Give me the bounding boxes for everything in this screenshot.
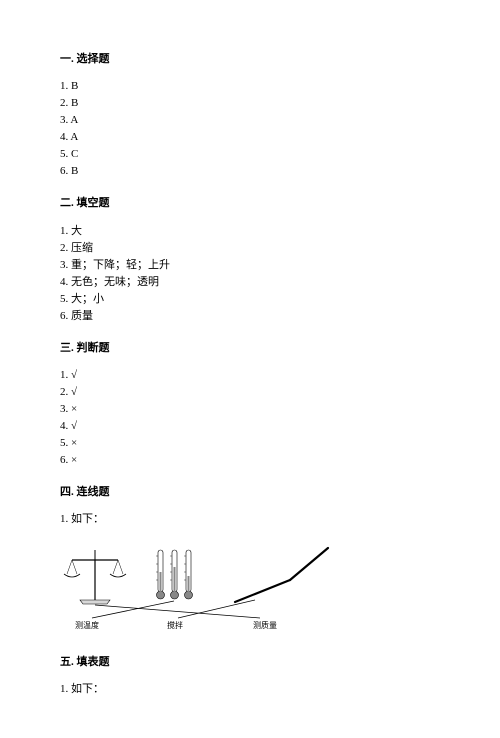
item: 6. B bbox=[60, 163, 440, 180]
item: 1. 如下： bbox=[60, 681, 440, 698]
item: 2. 压缩 bbox=[60, 240, 440, 257]
item: 1. √ bbox=[60, 367, 440, 384]
matching-diagram: 测温度 搅拌 测质量 bbox=[60, 542, 440, 638]
item: 1. 大 bbox=[60, 223, 440, 240]
item: 1. 如下： bbox=[60, 511, 440, 528]
thermometers-icon bbox=[156, 550, 193, 599]
section-4-title: 四. 连线题 bbox=[60, 483, 440, 501]
section-3-items: 1. √ 2. √ 3. × 4. √ 5. × 6. × bbox=[60, 367, 440, 469]
item: 5. × bbox=[60, 435, 440, 452]
item: 4. A bbox=[60, 129, 440, 146]
section-5-title: 五. 填表题 bbox=[60, 653, 440, 671]
stirring-rod-icon bbox=[235, 548, 328, 602]
item: 3. 重；下降；轻；上升 bbox=[60, 257, 440, 274]
item: 4. √ bbox=[60, 418, 440, 435]
item: 2. B bbox=[60, 95, 440, 112]
section-2-items: 1. 大 2. 压缩 3. 重；下降；轻；上升 4. 无色；无味；透明 5. 大… bbox=[60, 223, 440, 325]
matching-svg-icon: 测温度 搅拌 测质量 bbox=[60, 542, 340, 632]
item: 5. 大；小 bbox=[60, 291, 440, 308]
label-mass: 测质量 bbox=[253, 620, 277, 630]
section-1-title: 一. 选择题 bbox=[60, 50, 440, 68]
item: 3. A bbox=[60, 112, 440, 129]
item: 5. C bbox=[60, 146, 440, 163]
item: 6. × bbox=[60, 452, 440, 469]
section-2-title: 二. 填空题 bbox=[60, 194, 440, 212]
section-3-title: 三. 判断题 bbox=[60, 339, 440, 357]
section-5-items: 1. 如下： bbox=[60, 681, 440, 698]
balance-scale-icon bbox=[64, 550, 126, 604]
label-stir: 搅拌 bbox=[167, 620, 183, 630]
page-content: 一. 选择题 1. B 2. B 3. A 4. A 5. C 6. B 二. … bbox=[0, 0, 500, 738]
item: 2. √ bbox=[60, 384, 440, 401]
label-temperature: 测温度 bbox=[75, 620, 99, 630]
item: 1. B bbox=[60, 78, 440, 95]
section-4-items: 1. 如下： bbox=[60, 511, 440, 528]
item: 6. 质量 bbox=[60, 308, 440, 325]
item: 4. 无色；无味；透明 bbox=[60, 274, 440, 291]
section-1-items: 1. B 2. B 3. A 4. A 5. C 6. B bbox=[60, 78, 440, 180]
item: 3. × bbox=[60, 401, 440, 418]
